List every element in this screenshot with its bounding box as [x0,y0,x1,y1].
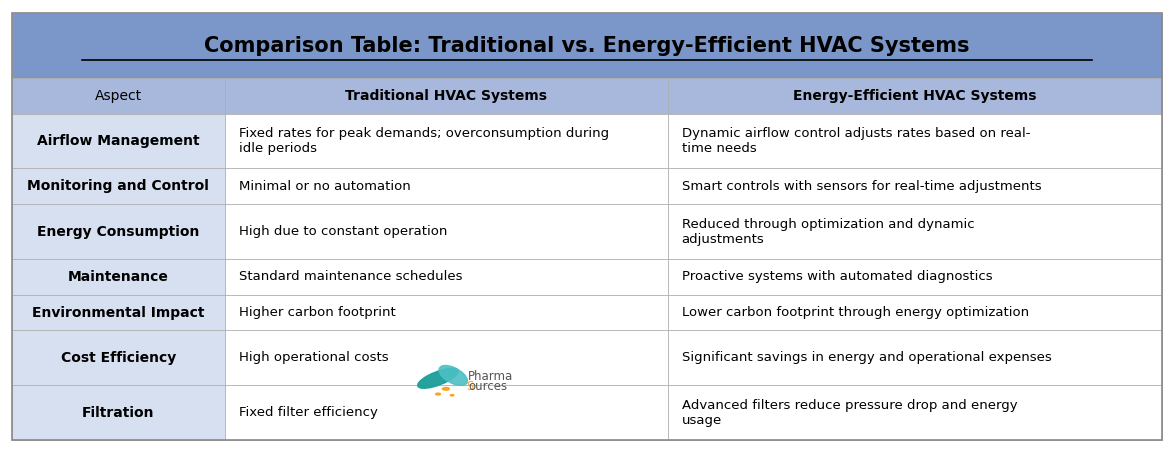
FancyBboxPatch shape [12,114,224,168]
Text: Energy Consumption: Energy Consumption [36,224,200,238]
FancyBboxPatch shape [668,330,1162,385]
FancyBboxPatch shape [224,114,668,168]
Text: Pharma: Pharma [468,370,513,383]
Text: Maintenance: Maintenance [68,270,169,284]
FancyBboxPatch shape [668,385,1162,440]
Text: Higher carbon footprint: Higher carbon footprint [238,306,396,319]
FancyBboxPatch shape [224,204,668,259]
Text: Dynamic airflow control adjusts rates based on real-
time needs: Dynamic airflow control adjusts rates ba… [682,127,1030,155]
FancyBboxPatch shape [668,114,1162,168]
Text: Standard maintenance schedules: Standard maintenance schedules [238,270,463,283]
Text: Comparison Table: Traditional vs. Energy-Efficient HVAC Systems: Comparison Table: Traditional vs. Energy… [204,35,970,56]
FancyBboxPatch shape [668,259,1162,295]
Text: Advanced filters reduce pressure drop and energy
usage: Advanced filters reduce pressure drop an… [682,399,1017,427]
Text: S: S [466,380,473,393]
Text: Energy-Efficient HVAC Systems: Energy-Efficient HVAC Systems [794,89,1037,103]
FancyBboxPatch shape [668,295,1162,330]
FancyBboxPatch shape [224,295,668,330]
FancyBboxPatch shape [12,385,224,440]
Text: Aspect: Aspect [95,89,142,103]
FancyBboxPatch shape [12,168,224,204]
FancyBboxPatch shape [12,330,224,385]
FancyBboxPatch shape [224,385,668,440]
Text: Traditional HVAC Systems: Traditional HVAC Systems [345,89,547,103]
FancyBboxPatch shape [224,330,668,385]
Ellipse shape [418,368,458,388]
FancyBboxPatch shape [12,295,224,330]
FancyBboxPatch shape [224,78,668,114]
Text: ources: ources [468,380,508,393]
FancyBboxPatch shape [12,13,1162,78]
FancyBboxPatch shape [12,78,224,114]
Text: Significant savings in energy and operational expenses: Significant savings in energy and operat… [682,351,1052,364]
FancyBboxPatch shape [12,204,224,259]
Text: Filtration: Filtration [82,405,155,420]
FancyBboxPatch shape [12,259,224,295]
Text: Airflow Management: Airflow Management [36,134,200,148]
Text: Environmental Impact: Environmental Impact [32,305,204,320]
Text: Fixed rates for peak demands; overconsumption during
idle periods: Fixed rates for peak demands; overconsum… [238,127,609,155]
FancyBboxPatch shape [668,204,1162,259]
Text: Smart controls with sensors for real-time adjustments: Smart controls with sensors for real-tim… [682,180,1041,193]
Circle shape [451,395,454,396]
Text: Proactive systems with automated diagnostics: Proactive systems with automated diagnos… [682,270,992,283]
Circle shape [443,387,450,390]
FancyBboxPatch shape [668,168,1162,204]
Text: Monitoring and Control: Monitoring and Control [27,179,209,193]
Text: Reduced through optimization and dynamic
adjustments: Reduced through optimization and dynamic… [682,217,974,246]
Ellipse shape [439,365,467,385]
FancyBboxPatch shape [224,259,668,295]
Text: Lower carbon footprint through energy optimization: Lower carbon footprint through energy op… [682,306,1028,319]
Text: Cost Efficiency: Cost Efficiency [61,351,176,365]
Text: Minimal or no automation: Minimal or no automation [238,180,411,193]
FancyBboxPatch shape [224,168,668,204]
Text: High operational costs: High operational costs [238,351,389,364]
Text: High due to constant operation: High due to constant operation [238,225,447,238]
Circle shape [436,393,440,395]
Text: Fixed filter efficiency: Fixed filter efficiency [238,406,378,419]
FancyBboxPatch shape [668,78,1162,114]
